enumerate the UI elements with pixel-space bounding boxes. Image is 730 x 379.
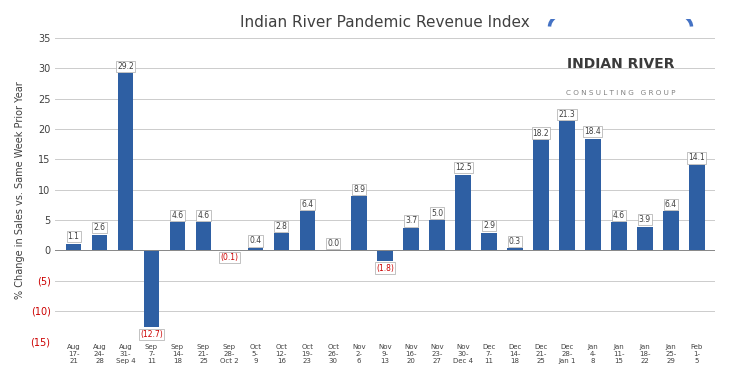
Bar	[611, 222, 627, 250]
Text: 4.6: 4.6	[172, 211, 183, 220]
Text: (0.1): (0.1)	[220, 253, 239, 262]
Text: 0.3: 0.3	[509, 237, 521, 246]
Bar	[144, 250, 159, 327]
Text: 18.2: 18.2	[533, 128, 550, 138]
Bar	[663, 211, 679, 250]
Bar	[66, 244, 81, 250]
Text: 2.9: 2.9	[483, 221, 495, 230]
Bar	[377, 250, 393, 261]
Text: 1.1: 1.1	[68, 232, 80, 241]
Y-axis label: % Change in Sales vs. Same Week Prior Year: % Change in Sales vs. Same Week Prior Ye…	[15, 81, 25, 299]
Text: (12.7): (12.7)	[140, 330, 163, 339]
Bar	[404, 228, 419, 250]
Bar	[585, 139, 601, 250]
Text: 3.9: 3.9	[639, 215, 651, 224]
Bar	[169, 222, 185, 250]
Text: 29.2: 29.2	[117, 62, 134, 71]
Text: 0.4: 0.4	[250, 236, 261, 246]
Text: 12.5: 12.5	[455, 163, 472, 172]
Title: Indian River Pandemic Revenue Index: Indian River Pandemic Revenue Index	[240, 15, 530, 30]
Bar	[429, 220, 445, 250]
Text: 6.4: 6.4	[665, 200, 677, 209]
Text: (1.8): (1.8)	[376, 264, 394, 273]
Text: 4.6: 4.6	[613, 211, 625, 220]
Text: 4.6: 4.6	[197, 211, 210, 220]
Text: 0.0: 0.0	[327, 239, 339, 248]
Text: 3.7: 3.7	[405, 216, 418, 226]
Text: 5.0: 5.0	[431, 208, 443, 218]
Bar	[481, 233, 497, 250]
Text: C O N S U L T I N G   G R O U P: C O N S U L T I N G G R O U P	[566, 90, 675, 96]
Text: 6.4: 6.4	[301, 200, 313, 209]
Bar	[222, 250, 237, 251]
Bar	[299, 211, 315, 250]
Text: 21.3: 21.3	[558, 110, 575, 119]
Bar	[118, 73, 134, 250]
Text: 18.4: 18.4	[585, 127, 602, 136]
Bar	[637, 227, 653, 250]
Bar	[274, 233, 289, 250]
Bar	[247, 248, 263, 250]
Text: 2.8: 2.8	[275, 222, 288, 231]
Bar	[507, 249, 523, 250]
Text: 14.1: 14.1	[688, 153, 705, 162]
Text: INDIAN RIVER: INDIAN RIVER	[566, 58, 675, 71]
Bar	[456, 174, 471, 250]
Bar	[689, 165, 704, 250]
Bar	[196, 222, 211, 250]
Text: 2.6: 2.6	[93, 223, 106, 232]
Bar	[92, 235, 107, 250]
Bar	[533, 140, 549, 250]
Text: 8.9: 8.9	[353, 185, 365, 194]
Bar	[559, 121, 575, 250]
Bar	[351, 196, 367, 250]
